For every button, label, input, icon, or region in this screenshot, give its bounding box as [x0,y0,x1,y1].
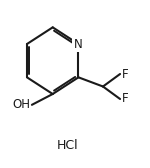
Text: F: F [122,93,128,106]
Text: N: N [74,37,83,51]
Text: OH: OH [12,98,30,111]
Text: HCl: HCl [57,139,78,152]
Text: F: F [122,68,128,80]
